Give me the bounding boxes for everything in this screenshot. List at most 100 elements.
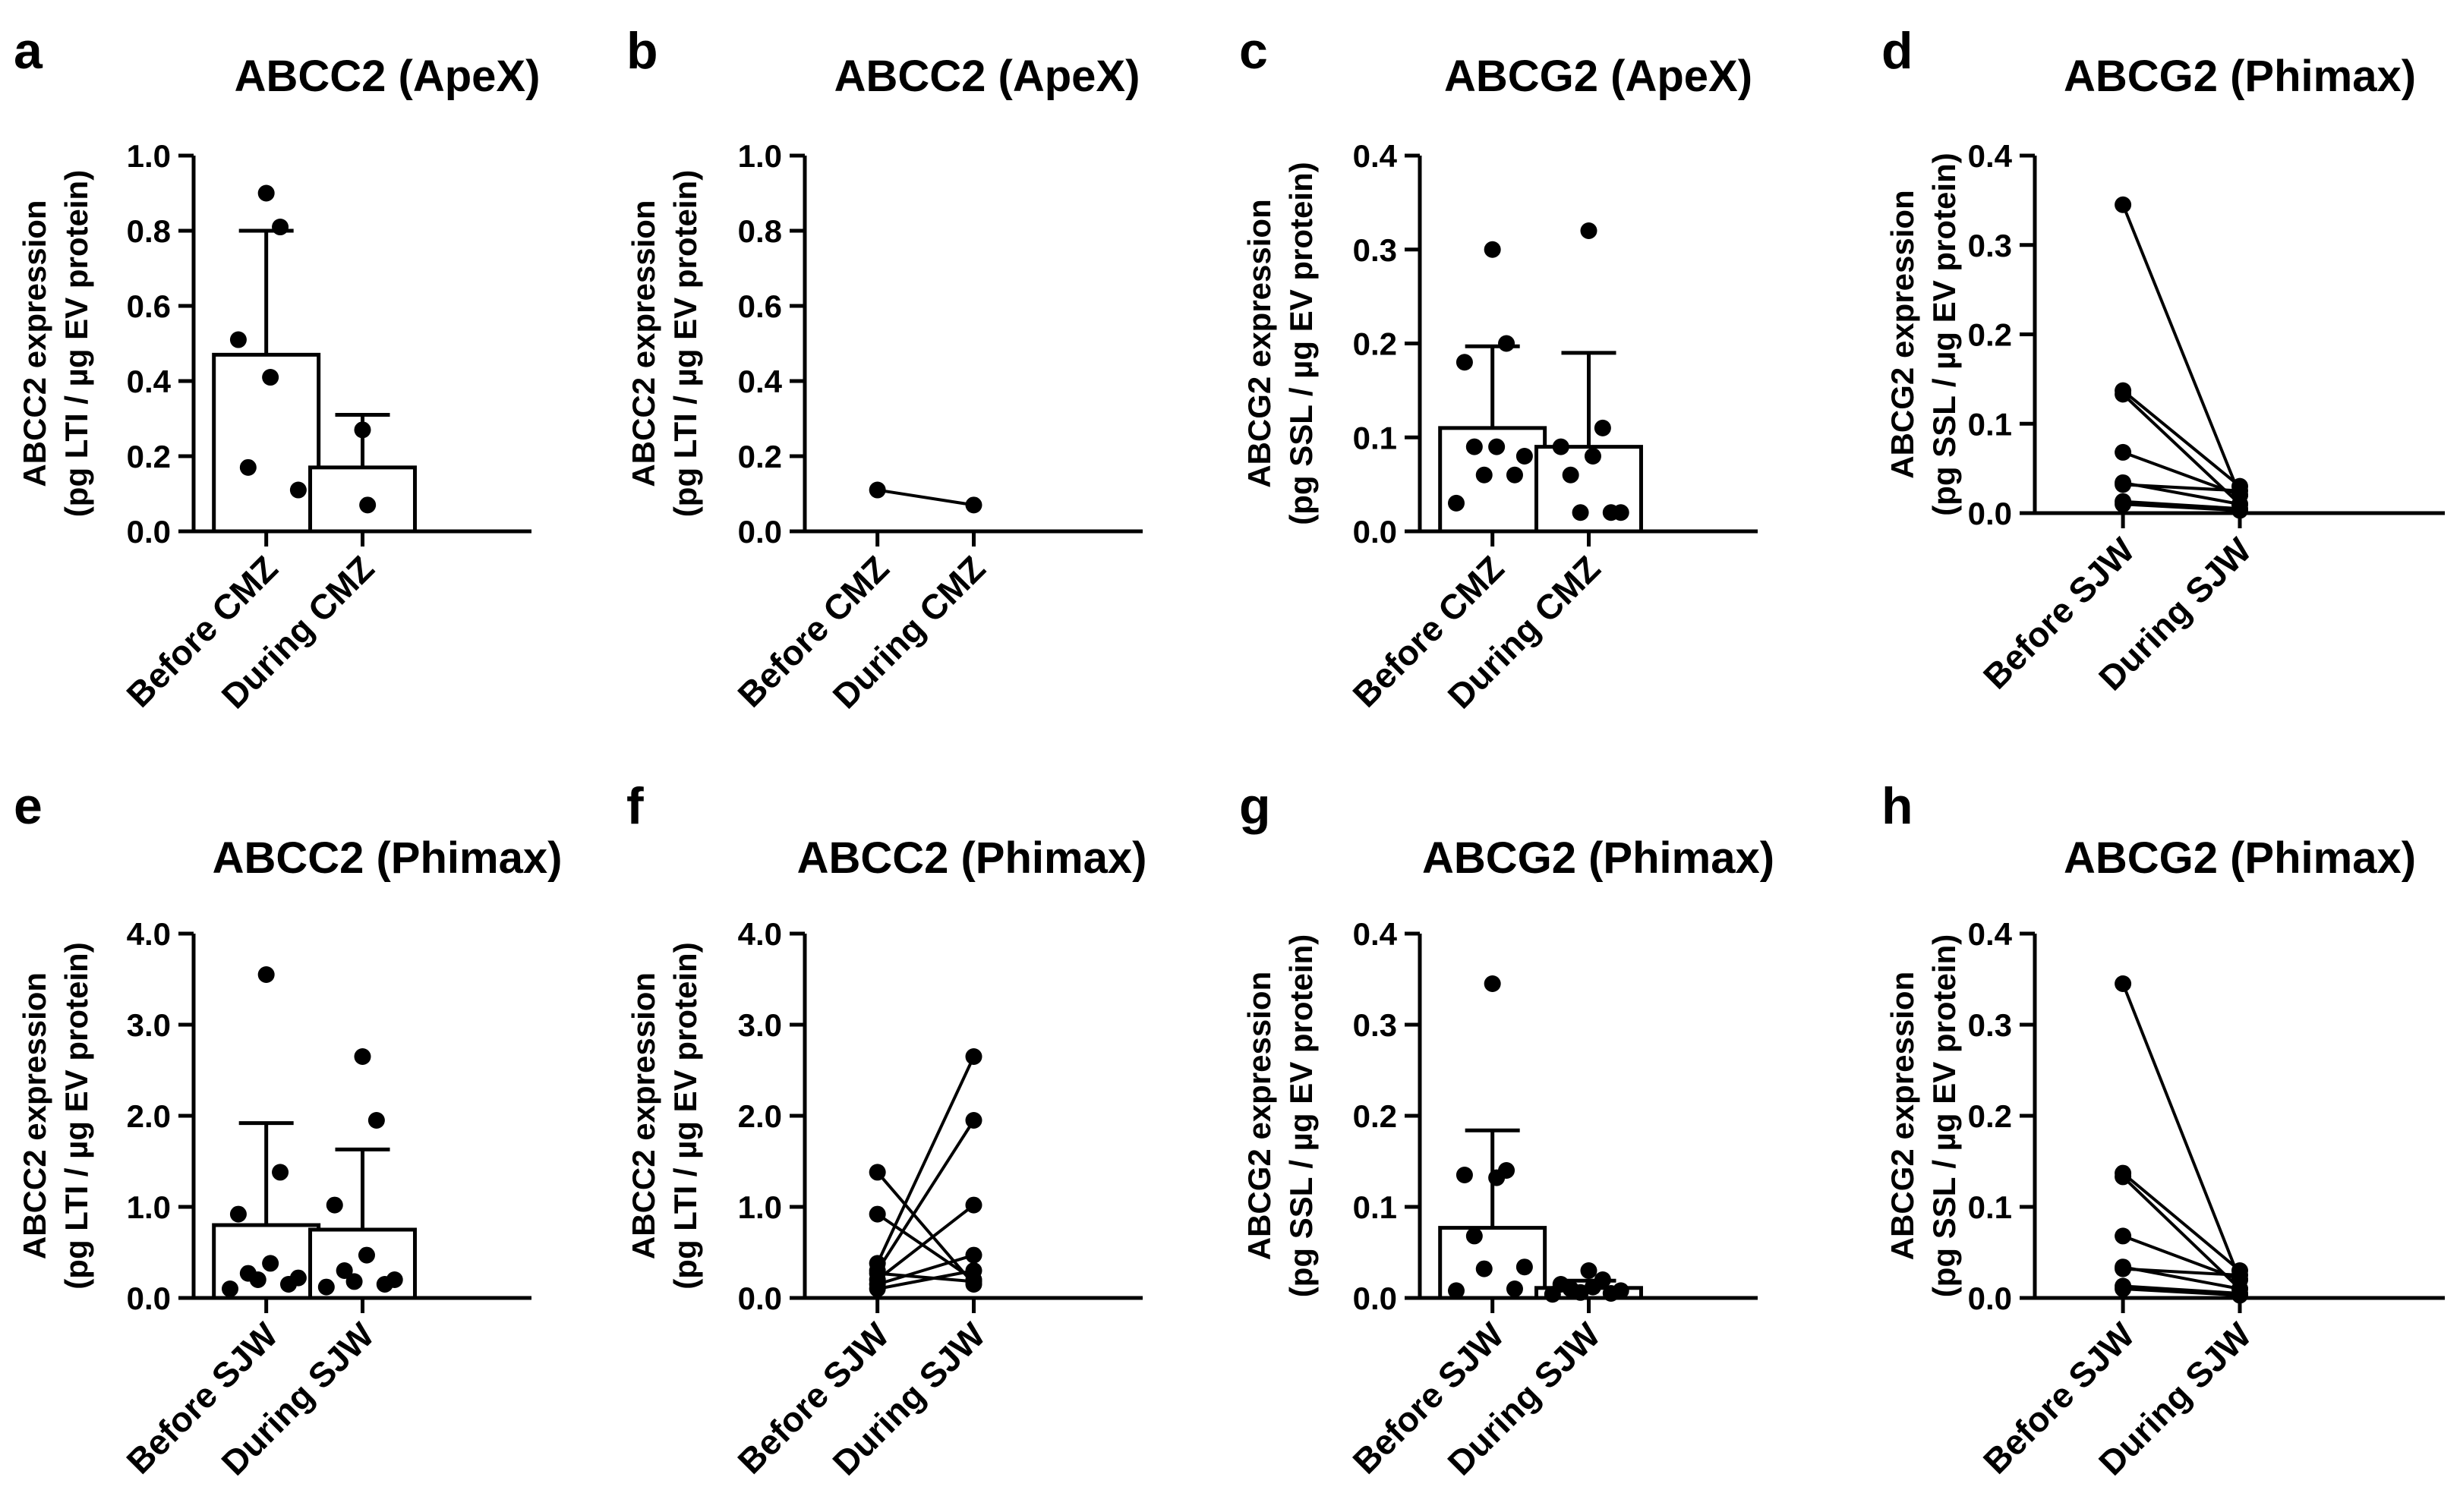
panel-letter: d bbox=[1881, 22, 1913, 80]
paired-line bbox=[877, 1269, 974, 1290]
data-point bbox=[1498, 335, 1515, 352]
paired-line bbox=[2122, 1284, 2241, 1295]
y-tick-label: 0.8 bbox=[738, 213, 782, 249]
panel-letter: f bbox=[626, 777, 644, 835]
data-point-during bbox=[965, 1246, 982, 1264]
data-point bbox=[1544, 1286, 1561, 1303]
y-tick-label: 0.2 bbox=[1968, 1098, 2012, 1134]
panel-letter: a bbox=[14, 22, 43, 80]
panel-c: c ABCG2 (ApeX) ABCG2 expression (pg SSL / µ… bbox=[1239, 22, 1758, 716]
data-point-during bbox=[965, 1262, 982, 1279]
y-tick-label: 0.8 bbox=[127, 213, 171, 249]
y-tick-label: 0.3 bbox=[1968, 1007, 2012, 1043]
y-tick-label: 0.2 bbox=[738, 439, 782, 474]
y-axis-label-line: ABCC2 expression bbox=[626, 200, 661, 487]
data-point bbox=[1484, 241, 1501, 258]
y-tick-label: 0.4 bbox=[738, 364, 783, 399]
y-tick-label: 0.4 bbox=[1353, 138, 1398, 174]
data-point-during bbox=[2231, 482, 2248, 499]
data-point bbox=[1584, 448, 1601, 465]
y-tick-label: 0.4 bbox=[1968, 138, 2013, 174]
data-point-during bbox=[2231, 1267, 2248, 1284]
y-tick-label: 0.0 bbox=[127, 1280, 171, 1316]
paired-line bbox=[877, 488, 974, 507]
data-point bbox=[1552, 438, 1569, 455]
data-point bbox=[1572, 1284, 1589, 1301]
data-point bbox=[376, 1276, 393, 1293]
y-tick-label: 2.0 bbox=[127, 1098, 171, 1134]
y-tick-label: 0.0 bbox=[127, 514, 171, 550]
panel-letter: b bbox=[626, 22, 658, 80]
data-point bbox=[326, 1196, 343, 1214]
data-point bbox=[1456, 354, 1473, 371]
y-tick-label: 4.0 bbox=[127, 916, 171, 952]
y-tick-label: 1.0 bbox=[738, 138, 782, 174]
y-tick-label: 0.0 bbox=[1968, 496, 2012, 531]
y-axis-label-line: ABCC2 expression bbox=[626, 972, 661, 1259]
data-point-before bbox=[2115, 1227, 2132, 1245]
data-point bbox=[1602, 504, 1620, 521]
data-point bbox=[1465, 438, 1483, 455]
panel-letter: e bbox=[14, 777, 43, 835]
paired-line bbox=[876, 1171, 976, 1286]
y-axis-label-line: ABCG2 expression bbox=[1884, 190, 1920, 478]
data-point-during bbox=[2231, 502, 2248, 519]
chart-title: ABCC2 (ApeX) bbox=[235, 52, 541, 101]
data-point bbox=[1484, 975, 1501, 992]
data-point bbox=[1506, 466, 1523, 484]
y-axis-label-line: (pg SSL / µg EV protein) bbox=[1926, 153, 1962, 515]
panel-b: b ABCC2 (ApeX) ABCC2 expression (pg LTI / µ… bbox=[626, 22, 1143, 716]
data-point-before bbox=[869, 481, 886, 499]
data-point-during bbox=[965, 496, 982, 514]
y-axis-label-line: ABCG2 expression bbox=[1884, 972, 1920, 1260]
mean-bar bbox=[212, 352, 321, 534]
data-point bbox=[272, 1164, 289, 1181]
data-point bbox=[249, 1271, 266, 1288]
data-point bbox=[1456, 1167, 1473, 1183]
y-axis-label-line: (pg LTI / µg EV protein) bbox=[667, 170, 703, 517]
y-tick-label: 0.4 bbox=[1968, 916, 2013, 952]
data-point bbox=[1594, 419, 1611, 436]
data-point bbox=[1447, 1282, 1465, 1299]
panel-a: a ABCC2 (ApeX) ABCC2 expression (pg LTI / µ… bbox=[14, 22, 540, 716]
paired-line bbox=[2122, 499, 2241, 511]
y-tick-label: 3.0 bbox=[127, 1007, 171, 1043]
y-tick-label: 0.1 bbox=[1968, 1189, 2012, 1225]
y-axis-label-line: ABCC2 expression bbox=[17, 972, 52, 1259]
panel-h: h ABCG2 (Phimax) ABCG2 expression (pg SSL /… bbox=[1881, 777, 2445, 1482]
y-axis-label-line: (pg SSL / µg EV protein) bbox=[1926, 934, 1962, 1297]
paired-line bbox=[2122, 483, 2241, 493]
y-tick-label: 0.2 bbox=[1353, 1098, 1397, 1134]
y-axis-label-line: (pg SSL / µg EV protein) bbox=[1283, 162, 1319, 524]
y-tick-label: 0.2 bbox=[127, 439, 171, 474]
paired-line bbox=[876, 1212, 975, 1281]
data-point bbox=[257, 966, 275, 983]
data-point-before bbox=[2115, 443, 2132, 461]
data-point-during bbox=[2231, 1287, 2248, 1304]
y-tick-label: 0.3 bbox=[1968, 228, 2012, 263]
data-point bbox=[229, 1205, 247, 1223]
data-point-before bbox=[2115, 496, 2132, 513]
data-point bbox=[354, 1048, 371, 1065]
panel-letter: c bbox=[1239, 22, 1268, 80]
y-tick-label: 0.0 bbox=[1353, 1280, 1397, 1316]
y-axis-label-line: ABCC2 expression bbox=[17, 200, 52, 487]
paired-line bbox=[877, 1253, 975, 1286]
chart-title: ABCG2 (ApeX) bbox=[1444, 52, 1752, 101]
chart-title: ABCC2 (Phimax) bbox=[797, 833, 1147, 883]
data-point bbox=[1572, 504, 1589, 521]
panel-letter: g bbox=[1239, 777, 1271, 835]
y-axis-label-line: ABCG2 expression bbox=[1241, 199, 1277, 487]
data-point-before bbox=[2115, 196, 2132, 213]
data-point-before bbox=[2115, 1168, 2132, 1186]
data-point bbox=[262, 369, 279, 386]
data-point bbox=[221, 1280, 238, 1297]
data-point bbox=[336, 1262, 353, 1279]
data-point bbox=[358, 1246, 375, 1264]
data-point bbox=[359, 496, 377, 514]
data-point-before bbox=[2115, 1280, 2132, 1297]
panel-e: e ABCC2 (Phimax) ABCC2 expression (pg LTI /… bbox=[14, 777, 562, 1482]
data-point bbox=[367, 1112, 385, 1129]
y-tick-label: 0.0 bbox=[738, 514, 782, 550]
data-point bbox=[1515, 1258, 1533, 1276]
